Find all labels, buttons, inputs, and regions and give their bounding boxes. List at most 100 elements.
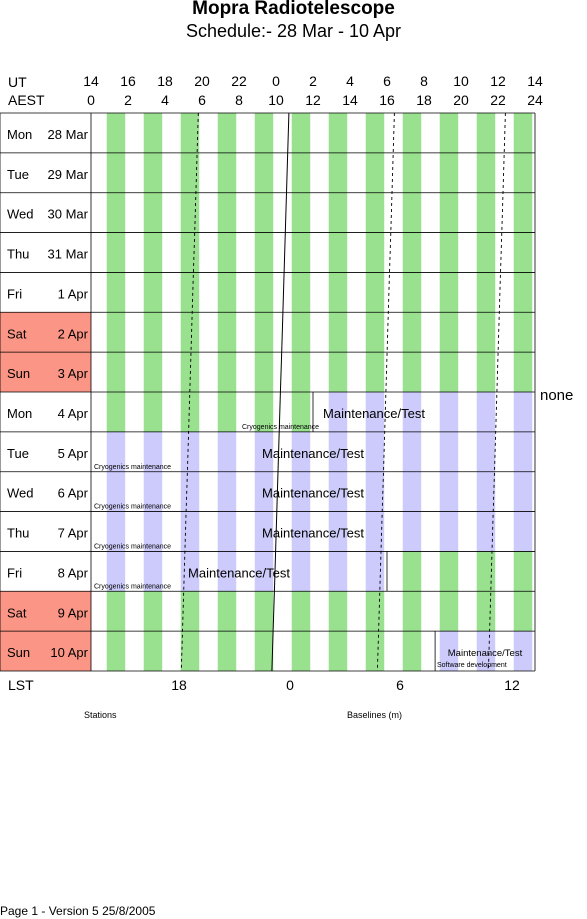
schedule-stripe [402, 471, 422, 512]
schedule-stripe [365, 352, 385, 392]
maintenance-label: Maintenance/Test [262, 526, 364, 541]
day-date: 9 Apr [58, 605, 89, 620]
schedule-stripe [513, 391, 533, 432]
schedule-stripe [143, 591, 163, 632]
schedule-stripe [254, 511, 274, 552]
schedule-stripe [106, 591, 126, 632]
schedule-stripe [106, 391, 126, 432]
schedule-stripe [513, 232, 533, 273]
page-subtitle: Schedule:- 28 Mar - 10 Apr [185, 21, 402, 41]
schedule-stripe [180, 471, 200, 512]
schedule-stripe [365, 631, 385, 671]
schedule-stripe [402, 232, 422, 273]
ut-tick: 14 [527, 73, 543, 89]
schedule-stripe [402, 312, 422, 353]
maintenance-label: Maintenance/Test [188, 565, 290, 580]
schedule-stripe [254, 471, 274, 512]
day-name: Tue [7, 446, 29, 461]
aest-tick: 16 [379, 92, 395, 108]
schedule-stripe [291, 631, 311, 671]
schedule-stripe [254, 232, 274, 273]
schedule-stripe [476, 511, 496, 552]
ut-tick: 8 [420, 73, 428, 89]
day-name: Wed [7, 486, 34, 501]
schedule-stripe [402, 631, 422, 671]
aest-tick: 22 [490, 92, 506, 108]
schedule-stripe [180, 511, 200, 552]
schedule-stripe [291, 312, 311, 353]
schedule-stripe [143, 471, 163, 512]
schedule-stripe [402, 113, 422, 153]
schedule-stripe [291, 471, 311, 512]
schedule-stripe [439, 152, 459, 193]
page-title: Mopra Radiotelescope [192, 0, 395, 19]
schedule-stripe [217, 631, 237, 671]
day-name: Thu [7, 247, 29, 262]
schedule-stripe [328, 631, 348, 671]
day-date: 28 Mar [48, 127, 89, 142]
schedule-stripe [106, 551, 126, 592]
weekend-cell [0, 631, 91, 671]
schedule-stripe [180, 551, 200, 592]
schedule-stripe [143, 312, 163, 353]
schedule-stripe [365, 591, 385, 632]
schedule-stripe [291, 352, 311, 392]
schedule-stripe [365, 551, 385, 592]
schedule-stripe [180, 192, 200, 233]
schedule-stripe [217, 272, 237, 313]
schedule-stripe [439, 551, 459, 592]
schedule-stripe [476, 352, 496, 392]
schedule-stripe [476, 232, 496, 273]
schedule-stripe [513, 152, 533, 193]
schedule-stripe [291, 431, 311, 472]
day-date: 1 Apr [58, 286, 89, 301]
schedule-stripe [180, 591, 200, 632]
schedule-stripe [439, 192, 459, 233]
schedule-stripe [106, 431, 126, 472]
schedule-stripe [328, 312, 348, 353]
aest-tick: 2 [124, 92, 132, 108]
schedule-stripe [217, 312, 237, 353]
schedule-stripe [254, 113, 274, 153]
schedule-stripe [106, 152, 126, 193]
lst-tick: 6 [396, 677, 404, 693]
day-name: Fri [7, 286, 22, 301]
maintenance-label: Maintenance/Test [323, 406, 425, 421]
day-date: 4 Apr [58, 406, 89, 421]
schedule-stripe [328, 431, 348, 472]
schedule-stripe [402, 431, 422, 472]
schedule-stripe [217, 391, 237, 432]
day-date: 3 Apr [58, 366, 89, 381]
aest-tick: 24 [527, 92, 543, 108]
schedule-stripe [106, 272, 126, 313]
schedule-stripe [328, 591, 348, 632]
schedule-stripe [328, 192, 348, 233]
schedule-stripe [439, 113, 459, 153]
maintenance-label: Maintenance/Test [448, 648, 523, 659]
ut-tick: 10 [453, 73, 469, 89]
ut-tick: 20 [194, 73, 210, 89]
schedule-stripe [217, 113, 237, 153]
schedule-stripe [180, 431, 200, 472]
schedule-stripe [143, 192, 163, 233]
aest-tick: 8 [235, 92, 243, 108]
schedule-stripe [439, 591, 459, 632]
schedule-stripe [180, 152, 200, 193]
footer-version: Page 1 - Version 5 25/8/2005 [0, 904, 156, 918]
aest-tick: 6 [198, 92, 206, 108]
schedule-stripe [106, 471, 126, 512]
schedule-stripe [476, 591, 496, 632]
schedule-stripe [254, 312, 274, 353]
schedule-stripe [217, 431, 237, 472]
schedule-stripe [143, 352, 163, 392]
schedule-stripe [513, 113, 533, 153]
schedule-stripe [143, 631, 163, 671]
day-name: Sun [7, 366, 30, 381]
day-date: 6 Apr [58, 486, 89, 501]
schedule-stripe [365, 272, 385, 313]
schedule-stripe [402, 272, 422, 313]
schedule-stripe [180, 272, 200, 313]
schedule-stripe [402, 591, 422, 632]
cryo-label: Cryogenics maintenance [94, 504, 171, 511]
schedule-stripe [254, 591, 274, 632]
